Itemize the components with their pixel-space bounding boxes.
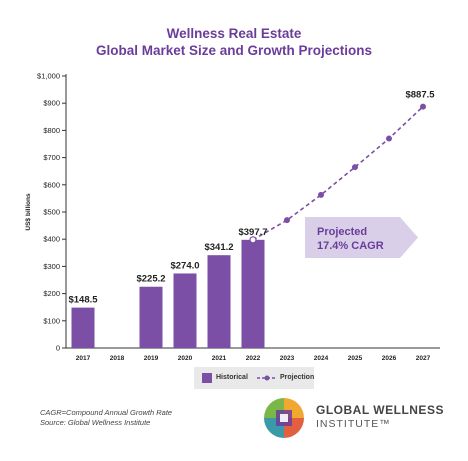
x-tick-label: 2021 [212,355,227,362]
projection-point-2026 [386,135,392,142]
y-tick-label: $800 [43,126,60,135]
x-tick-label: 2017 [76,355,91,362]
y-tick-label: $600 [43,180,60,189]
cagr-label-line1: Projected [317,226,367,238]
x-tick-label: 2019 [144,355,159,362]
footnote-source: Source: Global Wellness Institute [40,418,151,427]
x-tick-label: 2024 [314,355,329,362]
y-tick-label: $1,000 [37,72,60,81]
projection-point-2022 [249,236,257,244]
cagr-label-line2: 17.4% CAGR [317,240,384,252]
data-label-2021: $341.2 [204,242,233,253]
bar-2022 [241,239,265,348]
bar-2021 [207,255,231,348]
y-tick-label: $900 [43,99,60,108]
y-tick-label: $100 [43,316,60,325]
y-axis-label: US$ billions [25,193,32,231]
annotation: Projected 17.4% CAGR [305,217,418,258]
logo-text-line2: INSTITUTE™ [316,418,391,430]
axes: 0 $100 $200 $300 $400 $500 $600 $700 $800 $900 $1,… [25,72,440,362]
legend: Historical Projection [194,367,314,389]
y-tick-label: 0 [56,344,60,353]
data-label-2022: $397.7 [238,227,267,238]
x-tick-label: 2018 [110,355,125,362]
x-tick-label: 2022 [246,355,261,362]
bar-2019 [139,286,163,348]
projection-point-2027 [420,103,426,110]
footnote-cagr: CAGR=Compound Annual Growth Rate [40,408,173,417]
legend-label-historical: Historical [216,374,248,381]
projection-line [249,103,426,244]
chart-title: Wellness Real Estate [166,26,302,41]
y-tick-label: $400 [43,235,60,244]
legend-swatch-projection [257,375,277,381]
gwi-logo-icon [264,398,304,438]
y-tick-label: $200 [43,289,60,298]
data-label-2019: $225.2 [136,274,165,285]
logo-text-line1: GLOBAL WELLNESS [316,403,444,417]
x-tick-label: 2023 [280,355,295,362]
projection-point-2024 [318,191,324,198]
projection-point-2025 [352,164,358,171]
x-tick-label: 2025 [348,355,363,362]
y-tick-label: $700 [43,153,60,162]
labels: $148.5 $225.2 $274.0 $341.2 $397.7 $887.5 [68,90,435,306]
cagr-arrow [305,217,418,258]
bar-2020 [173,273,197,348]
projection-point-2023 [284,217,290,224]
data-label-2017: $148.5 [68,295,98,306]
projection-line-path [252,106,424,241]
bars [71,239,265,348]
data-label-2020: $274.0 [170,260,199,271]
legend-swatch-historical [202,373,212,383]
data-label-projection-2027: $887.5 [405,90,435,101]
y-tick-label: $300 [43,262,60,271]
legend-label-projection: Projection [280,374,315,381]
chart-subtitle: Global Market Size and Growth Projection… [95,43,373,58]
x-tick-label: 2020 [178,355,193,362]
bar-2017 [71,307,95,348]
y-tick-label: $500 [43,208,60,217]
x-tick-label: 2026 [382,355,397,362]
x-tick-label: 2027 [416,355,431,362]
